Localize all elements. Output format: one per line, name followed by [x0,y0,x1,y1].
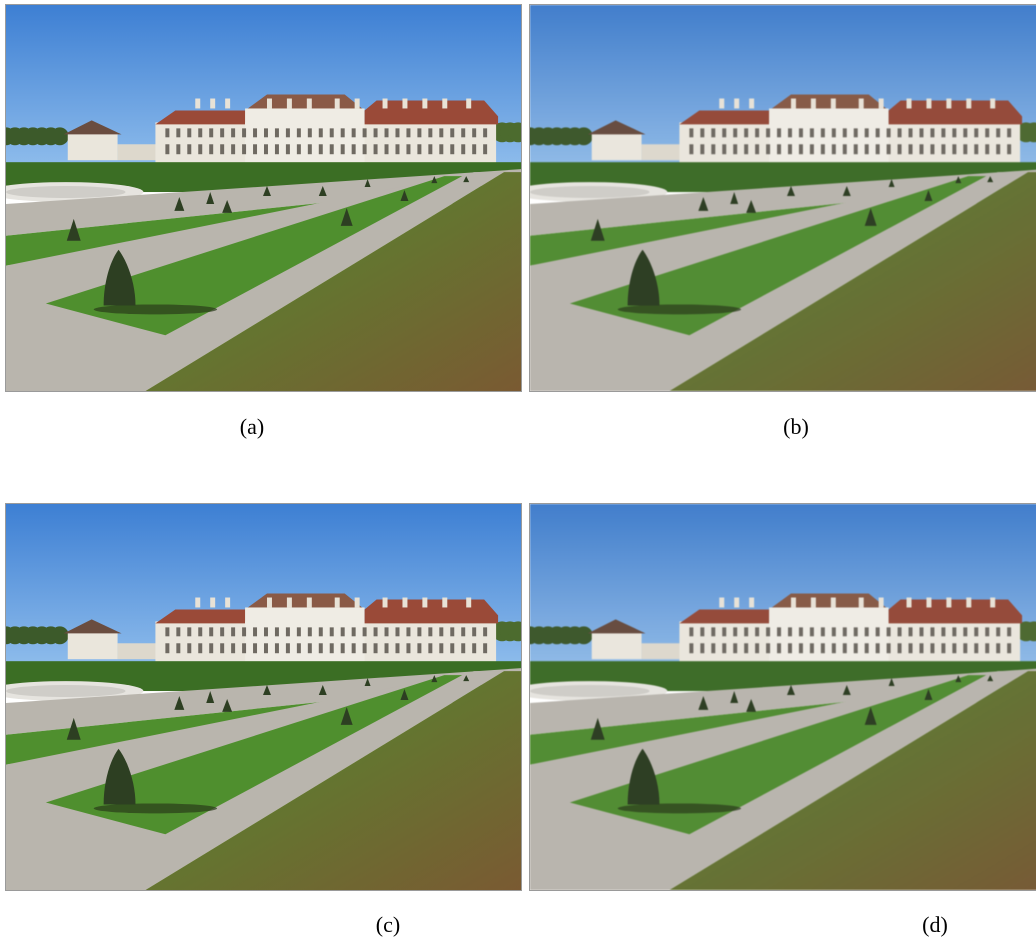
caption-a: (a) [239,414,265,439]
garden-palace-photo [6,504,521,890]
caption-c: (c) [375,912,401,937]
photo-panel-d [529,503,1036,891]
garden-palace-photo [6,5,521,391]
photo-panel-b [529,4,1036,392]
garden-palace-photo [530,5,1036,391]
photo-panel-a [5,4,522,392]
caption-d: (d) [922,912,948,937]
caption-b: (b) [783,414,809,439]
garden-palace-photo [530,504,1036,890]
photo-panel-c [5,503,522,891]
